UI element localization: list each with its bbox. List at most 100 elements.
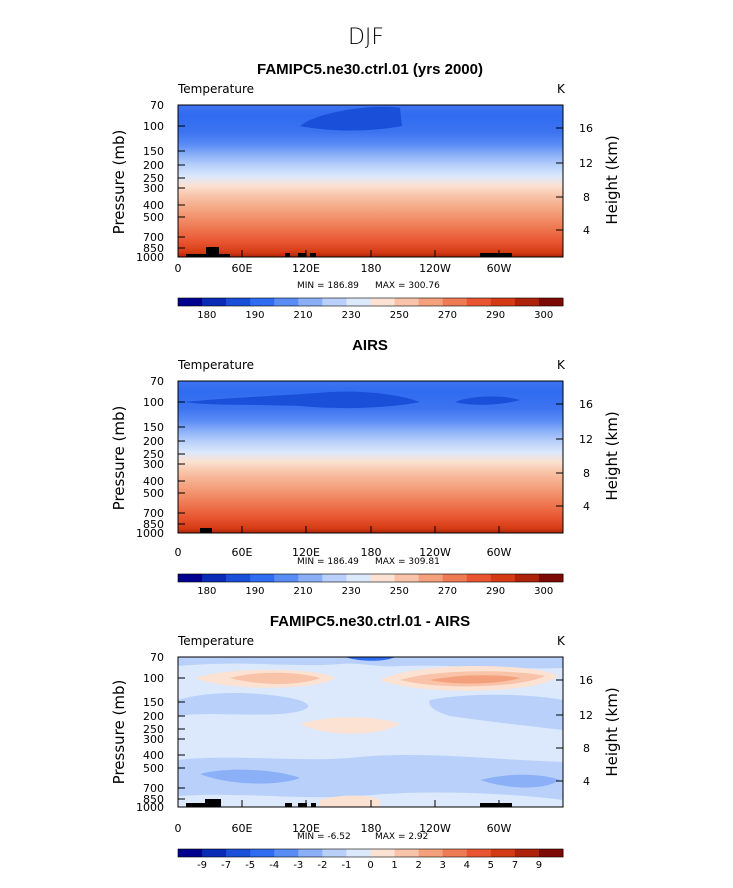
- panel-3-variable: Temperature: [177, 634, 254, 648]
- colorbar-swatch: [490, 574, 516, 582]
- colorbar-tick-label: 210: [294, 586, 313, 597]
- panel-3-units: K: [557, 634, 566, 648]
- panel-1-max: MAX = 300.76: [375, 281, 440, 291]
- p2-ptick-1000: 1000: [136, 527, 164, 540]
- colorbar-swatch: [346, 849, 371, 857]
- p3-xtick-60E: 60E: [232, 822, 253, 835]
- p2-ptick-400: 400: [143, 475, 164, 488]
- panel-1-height-axis: 16 12 8 4: [556, 122, 593, 237]
- colorbar-swatch: [202, 849, 227, 857]
- p3-xtick-180: 180: [361, 822, 382, 835]
- p2-ptick-150: 150: [143, 421, 164, 434]
- colorbar-swatch: [322, 298, 347, 306]
- p3-ptick-700: 700: [143, 782, 164, 795]
- colorbar-swatch: [322, 574, 347, 582]
- colorbar-tick-label: 0: [367, 860, 373, 871]
- p1-xtick-120E: 120E: [292, 262, 320, 275]
- colorbar-tick-label: 7: [512, 860, 518, 871]
- colorbar-swatch: [322, 849, 347, 857]
- p2-ptick-250: 250: [143, 448, 164, 461]
- p2-ptick-700: 700: [143, 507, 164, 520]
- colorbar-swatch: [298, 849, 323, 857]
- panel-2-cold-core-east: [455, 396, 520, 405]
- panel-1-units: K: [557, 82, 566, 96]
- p2-ptick-200: 200: [143, 435, 164, 448]
- panel-2-plot-area: [177, 380, 564, 534]
- p2-ptick-500: 500: [143, 487, 164, 500]
- p3-htick-8: 8: [583, 742, 590, 755]
- colorbar-swatch: [466, 298, 492, 306]
- colorbar-tick-label: -2: [317, 860, 327, 871]
- colorbar-swatch: [490, 298, 516, 306]
- p3-ptick-500: 500: [143, 762, 164, 775]
- panel-3-mid-cold-west: [178, 693, 309, 716]
- colorbar-swatch: [250, 849, 275, 857]
- panel-1-ylabel-left: Pressure (mb): [110, 130, 128, 235]
- colorbar-tick-label: 230: [342, 310, 361, 321]
- panel-3-plot-area: [177, 656, 564, 808]
- colorbar-swatch: [370, 298, 396, 306]
- p1-htick-8: 8: [583, 191, 590, 204]
- p3-ptick-100: 100: [143, 672, 164, 685]
- p1-htick-12: 12: [579, 157, 593, 170]
- colorbar-tick-label: 5: [488, 860, 494, 871]
- p2-xtick-120W: 120W: [419, 546, 451, 559]
- p2-xtick-0: 0: [175, 546, 182, 559]
- p1-xtick-120W: 120W: [419, 262, 451, 275]
- p3-ptick-150: 150: [143, 696, 164, 709]
- p3-ptick-70: 70: [150, 651, 164, 664]
- colorbar-tick-label: 3: [440, 860, 446, 871]
- colorbar-swatch: [274, 849, 299, 857]
- p3-ptick-200: 200: [143, 710, 164, 723]
- p1-ptick-1000: 1000: [136, 251, 164, 264]
- panel-3-pressure-axis: 70 100 150 200 250 300 400 500 700 850 1…: [136, 651, 185, 814]
- colorbar-swatch: [274, 298, 299, 306]
- colorbar-tick-label: 300: [534, 310, 553, 321]
- panel-3-warm-core-west: [230, 672, 320, 684]
- panel-1-lon-axis: 0 60E 120E 180 120W 60W: [175, 250, 512, 275]
- colorbar-tick-label: 180: [197, 310, 216, 321]
- colorbar-tick-label: 250: [390, 586, 409, 597]
- panel-2-cold-core-west: [185, 391, 420, 409]
- p1-htick-16: 16: [579, 122, 593, 135]
- colorbar-swatch: [442, 298, 468, 306]
- p1-htick-4: 4: [583, 224, 590, 237]
- colorbar-swatch: [538, 849, 564, 857]
- colorbar-swatch: [298, 298, 323, 306]
- p2-ptick-100: 100: [143, 396, 164, 409]
- p2-htick-4: 4: [583, 500, 590, 513]
- colorbar-swatch: [250, 298, 275, 306]
- colorbar-swatch: [490, 849, 516, 857]
- panel-3-lower-cold-core-east: [480, 774, 560, 788]
- colorbar-swatch: [514, 574, 540, 582]
- panel-1-title: FAMIPC5.ne30.ctrl.01 (yrs 2000): [257, 61, 483, 78]
- panel-1-topography: [186, 247, 512, 257]
- panel-3: FAMIPC5.ne30.ctrl.01 - AIRS Temperature …: [110, 613, 621, 842]
- panel-2-topography: [200, 528, 212, 533]
- p1-ptick-70: 70: [150, 99, 164, 112]
- p2-xtick-60E: 60E: [232, 546, 253, 559]
- panel-2-lon-axis: 0 60E 120E 180 120W 60W: [175, 526, 512, 559]
- colorbar-swatch: [274, 574, 299, 582]
- panel-3-max: MAX = 2.92: [375, 832, 428, 842]
- panel-2-units: K: [557, 358, 566, 372]
- panel-1-variable: Temperature: [177, 82, 254, 96]
- colorbar-swatch: [202, 574, 227, 582]
- colorbar-swatch: [442, 849, 468, 857]
- panel-3-lon-axis: 0 60E 120E 180 120W 60W: [175, 800, 512, 835]
- panel-3-min: MIN = -6.52: [297, 832, 351, 842]
- colorbar-swatch: [226, 574, 251, 582]
- colorbar-swatch: [178, 574, 203, 582]
- panel-3-warm-max-east: [430, 675, 520, 684]
- colorbar-tick-label: 1: [391, 860, 397, 871]
- colorbar-tick-label: -4: [269, 860, 279, 871]
- colorbar-swatch: [250, 574, 275, 582]
- p1-ptick-100: 100: [143, 120, 164, 133]
- colorbar-swatch: [466, 574, 492, 582]
- p2-ptick-850: 850: [143, 518, 164, 531]
- p1-ptick-250: 250: [143, 172, 164, 185]
- p1-xtick-60E: 60E: [232, 262, 253, 275]
- colorbar-swatch: [178, 849, 203, 857]
- panel-3-lower-cold: [178, 754, 563, 800]
- panel-2-max: MAX = 309.81: [375, 557, 440, 567]
